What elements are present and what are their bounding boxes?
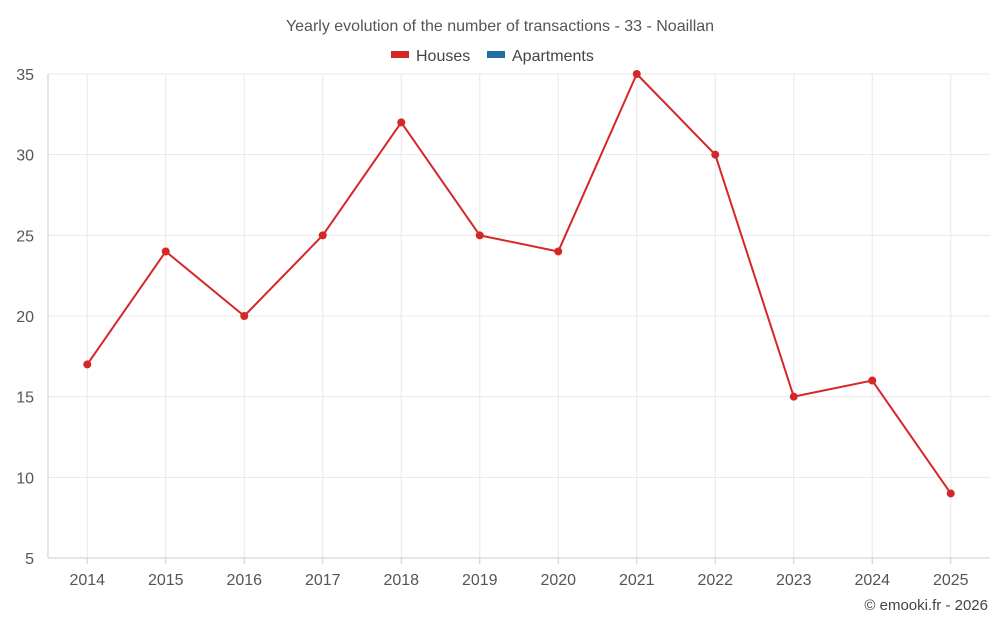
y-axis-ticks: 5 10 15 20 25 30 35 <box>16 67 34 568</box>
legend-label-apartments[interactable]: Apartments <box>512 48 594 65</box>
series-line-houses <box>86 73 952 495</box>
x-tick-label-2016: 2016 <box>226 572 262 589</box>
data-point-houses-2015[interactable] <box>161 247 170 256</box>
x-axis-ticks: 2014 2015 2016 2017 2018 2019 2020 2021 2022 2023… <box>69 558 969 589</box>
data-point-houses-2018[interactable] <box>397 118 406 127</box>
chart-title: Yearly evolution of the number of transa… <box>286 18 714 35</box>
data-point-houses-2024[interactable] <box>868 376 877 385</box>
legend-swatch-apartments <box>487 51 505 58</box>
y-tick-label-5: 5 <box>25 551 34 568</box>
data-point-houses-2023[interactable] <box>789 392 798 401</box>
x-tick-label-2018: 2018 <box>383 572 419 589</box>
axes <box>47 74 990 559</box>
y-tick-label-20: 20 <box>16 309 34 326</box>
data-point-houses-2019[interactable] <box>475 231 484 240</box>
x-tick-label-2024: 2024 <box>854 572 890 589</box>
y-tick-label-10: 10 <box>16 470 34 487</box>
x-tick-label-2025: 2025 <box>933 572 969 589</box>
y-tick-label-15: 15 <box>16 390 34 407</box>
data-point-houses-2017[interactable] <box>318 231 327 240</box>
data-point-houses-2016[interactable] <box>240 312 249 320</box>
x-tick-label-2021: 2021 <box>619 572 655 589</box>
x-tick-label-2022: 2022 <box>697 572 733 589</box>
data-point-houses-2020[interactable] <box>554 247 563 256</box>
x-tick-label-2019: 2019 <box>462 572 498 589</box>
data-point-houses-2025[interactable] <box>946 489 955 498</box>
y-tick-label-35: 35 <box>16 67 34 84</box>
data-point-houses-2021[interactable] <box>632 70 641 78</box>
data-points <box>83 70 955 498</box>
legend: Houses Apartments <box>391 48 594 65</box>
x-tick-label-2014: 2014 <box>69 572 105 589</box>
legend-swatch-houses <box>391 51 409 58</box>
grid <box>48 73 990 558</box>
y-tick-label-25: 25 <box>16 228 34 245</box>
credit-text: © emooki.fr - 2026 <box>864 597 988 614</box>
x-tick-label-2015: 2015 <box>148 572 184 589</box>
data-point-houses-2022[interactable] <box>711 150 720 159</box>
legend-label-houses[interactable]: Houses <box>416 48 470 65</box>
y-tick-label-30: 30 <box>16 148 34 165</box>
series-lines <box>86 73 952 495</box>
x-tick-label-2023: 2023 <box>776 572 812 589</box>
data-point-houses-2014[interactable] <box>83 360 92 369</box>
x-tick-label-2017: 2017 <box>305 572 341 589</box>
x-tick-label-2020: 2020 <box>540 572 576 589</box>
